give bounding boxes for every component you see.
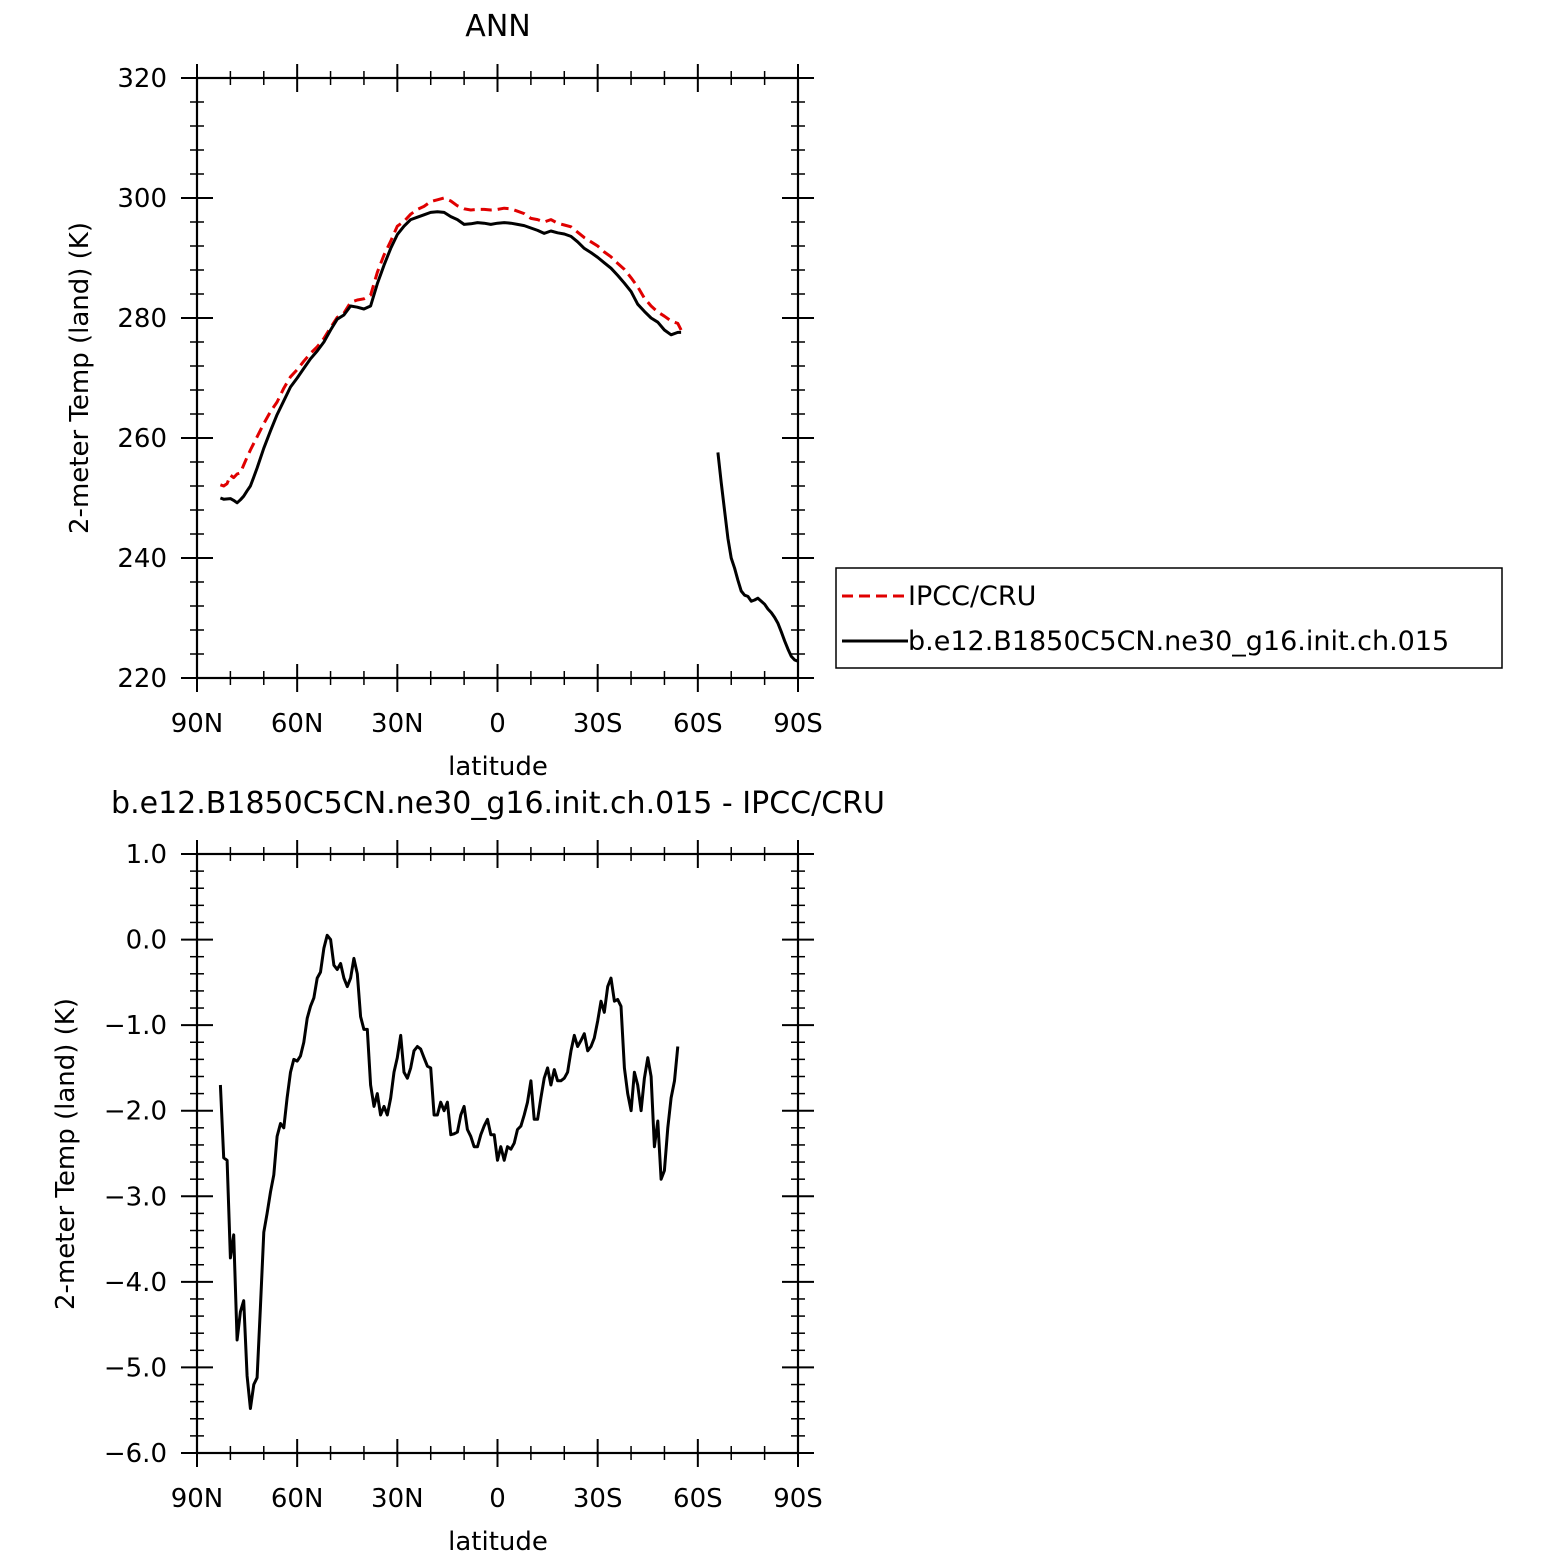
bottom-x-tick-label: 30N (371, 1484, 424, 1514)
bottom-panel-axes: 90N 60N 30N 0 30S 60S 90S 1.0 0.0 −1.0 −2.0 −3.0 −4.… (104, 840, 823, 1514)
top-x-tick-label: 60S (673, 709, 723, 739)
bottom-x-tick-label: 0 (489, 1484, 506, 1514)
top-series-1-line-1 (716, 452, 799, 663)
top-panel-y-axis-label: 2-meter Temp (land) (K) (65, 222, 95, 534)
legend-label-ipcc-cru: IPCC/CRU (908, 581, 1036, 612)
bottom-panel-title: b.e12.B1850C5CN.ne30_g16.init.ch.015 - I… (111, 786, 885, 821)
bottom-panel-y-axis-label: 2-meter Temp (land) (K) (51, 998, 81, 1310)
bottom-x-tick-label: 90S (773, 1484, 823, 1514)
top-x-tick-label: 60N (271, 709, 324, 739)
legend-label-model: b.e12.B1850C5CN.ne30_g16.init.ch.015 (908, 626, 1449, 657)
top-x-tick-label: 30N (371, 709, 424, 739)
bottom-x-tick-label: 60N (271, 1484, 324, 1514)
top-x-tick-label: 90N (171, 709, 224, 739)
bottom-y-tick-label: −4.0 (104, 1268, 167, 1298)
legend: IPCC/CRU b.e12.B1850C5CN.ne30_g16.init.c… (835, 567, 1503, 669)
bottom-x-tick-label: 60S (673, 1484, 723, 1514)
bottom-y-tick-label: −5.0 (104, 1353, 167, 1383)
top-panel-lines (219, 196, 799, 663)
top-y-tick-label: 220 (117, 664, 167, 694)
bottom-series-0-line-0 (218, 933, 680, 1410)
top-panel-title: ANN (465, 9, 530, 44)
bottom-panel-lines (218, 933, 680, 1410)
top-y-tick-label: 260 (117, 424, 167, 454)
top-plot-frame (195, 76, 800, 680)
top-panel-x-axis-label: latitude (448, 752, 548, 782)
bottom-panel: b.e12.B1850C5CN.ne30_g16.init.ch.015 - I… (51, 786, 885, 1557)
bottom-y-tick-label: −6.0 (104, 1439, 167, 1469)
bottom-y-tick-label: 1.0 (126, 840, 167, 870)
bottom-panel-x-axis-label: latitude (448, 1527, 548, 1557)
bottom-x-tick-label: 30S (573, 1484, 623, 1514)
top-y-tick-label: 300 (117, 184, 167, 214)
legend-box (835, 567, 1503, 669)
bottom-y-tick-label: 0.0 (126, 926, 167, 956)
bottom-x-tick-label: 90N (171, 1484, 224, 1514)
top-y-tick-label: 280 (117, 304, 167, 334)
top-x-tick-label: 0 (489, 709, 506, 739)
top-panel: ANN 90N 60N 30N 0 30S 60S 90S 220 240 260 280 300 32… (65, 9, 1503, 782)
top-x-tick-label: 90S (773, 709, 823, 739)
top-x-tick-label: 30S (573, 709, 623, 739)
top-y-tick-label: 320 (117, 64, 167, 94)
top-panel-axes: 90N 60N 30N 0 30S 60S 90S 220 240 260 280 300 320 (117, 64, 823, 739)
top-y-tick-label: 240 (117, 544, 167, 574)
bottom-y-tick-label: −2.0 (104, 1097, 167, 1127)
bottom-y-tick-label: −1.0 (104, 1011, 167, 1041)
top-series-1-line-0 (219, 210, 682, 505)
top-series-0-line-0 (219, 196, 683, 488)
bottom-y-tick-label: −3.0 (104, 1182, 167, 1212)
